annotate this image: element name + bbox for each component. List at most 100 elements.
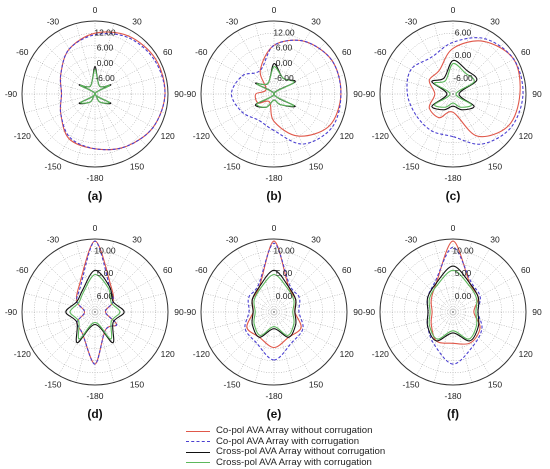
grid-spoke [94,30,132,95]
angle-tick-label: -180 [444,391,461,401]
grid-spoke [452,74,524,95]
grid-ring [46,263,144,361]
grid-spoke [94,311,115,383]
polar-panel: 0 30 60 90 120 150 -180 -150 -120 -90 -60 -30 10.00 5… [184,223,363,421]
radial-tick-label: 0.00 [455,291,472,301]
grid-spoke [389,93,454,131]
series-line [69,273,121,340]
angle-tick-label: 0 [451,223,456,233]
grid-spoke [452,93,490,158]
angle-tick-label: 150 [130,162,144,172]
series-line [59,33,166,151]
radial-tick-label: 5.00 [276,268,293,278]
radial-tick-label: 12.00 [94,28,116,38]
panel-label: (f) [447,407,459,421]
grid-spoke [222,260,275,313]
grid-spoke [24,93,96,114]
outer-ring [21,238,169,386]
grid-spoke [433,93,454,165]
grid-spoke [273,74,345,95]
legend-swatch [186,462,210,464]
grid-spoke [58,30,96,95]
angle-tick-label: -150 [44,162,61,172]
legend-item-cross-pol-with: Cross-pol AVA Array with corrugation [186,456,416,469]
grid-spoke [222,311,275,364]
angle-tick-label: -120 [372,131,389,141]
grid-spoke [273,248,311,313]
grid-spoke [382,292,454,313]
grid-spoke [452,260,505,313]
radial-tick-label: 0.00 [276,291,293,301]
grid-spoke [452,311,473,383]
legend-label: Cross-pol AVA Array with corrugation [216,456,372,468]
grid-ring [249,287,299,337]
angle-tick-label: -150 [402,162,419,172]
grid-ring [261,299,287,325]
grid-spoke [273,311,326,364]
grid-spoke [273,23,294,95]
grid-ring [261,81,287,107]
series-line [426,246,483,365]
angle-tick-label: -60 [374,265,387,275]
grid-ring [404,45,502,143]
angle-tick-label: -120 [193,349,210,359]
grid-spoke [273,57,338,95]
grid-spoke [452,241,473,313]
panel-label: (c) [446,189,461,203]
grid-spoke [273,311,345,332]
grid-spoke [401,260,454,313]
grid-spoke [273,260,326,313]
series-line [230,39,342,145]
angle-tick-label: -90 [363,307,376,317]
polar-panel: 0 30 60 90 120 150 -180 -150 -120 -90 -60 -30 12.00 6… [5,5,184,203]
grid-spoke [24,74,96,95]
angle-tick-label: -120 [193,131,210,141]
angle-tick-label: -60 [16,47,29,57]
grid-spoke [401,93,454,146]
angle-tick-label: -30 [226,16,239,26]
radial-tick-label: 10.00 [273,246,295,256]
angle-tick-label: -180 [265,173,282,183]
grid-spoke [389,57,454,95]
grid-spoke [94,260,147,313]
grid-spoke [452,93,473,165]
angle-tick-label: 90 [353,307,363,317]
grid-ring [249,69,299,119]
grid-spoke [452,93,524,114]
series-line [428,269,478,340]
grid-spoke [24,311,96,332]
radial-tick-label: -6.00 [274,73,294,83]
grid-ring [70,69,120,119]
grid-spoke [273,292,345,313]
angle-tick-label: -180 [86,173,103,183]
angle-tick-label: 0 [93,5,98,15]
series-line [253,273,295,337]
grid-spoke [401,311,454,364]
angle-tick-label: -90 [184,89,197,99]
angle-tick-label: 0 [272,223,277,233]
grid-ring [440,299,466,325]
grid-spoke [273,311,338,349]
grid-spoke [452,42,505,95]
grid-spoke [58,311,96,376]
grid-spoke [452,292,524,313]
panel-label: (b) [266,189,281,203]
grid-spoke [401,42,454,95]
polar-panel: 0 30 60 90 120 150 -180 -150 -120 -90 -60 -30 12.00 6… [184,5,363,203]
radial-tick-label: 5.00 [455,268,472,278]
grid-spoke [94,23,115,95]
grid-spoke [94,292,166,313]
grid-spoke [94,311,166,332]
series-line [79,69,111,104]
grid-spoke [452,93,505,146]
grid-spoke [382,311,454,332]
radial-tick-label: 6.00 [97,291,114,301]
angle-tick-label: -180 [444,173,461,183]
grid-spoke [31,57,96,95]
angle-tick-label: -150 [223,162,240,172]
radial-tick-label: 6.00 [97,43,114,53]
angle-tick-label: 60 [163,265,173,275]
outer-ring [379,238,527,386]
grid-spoke [452,23,473,95]
